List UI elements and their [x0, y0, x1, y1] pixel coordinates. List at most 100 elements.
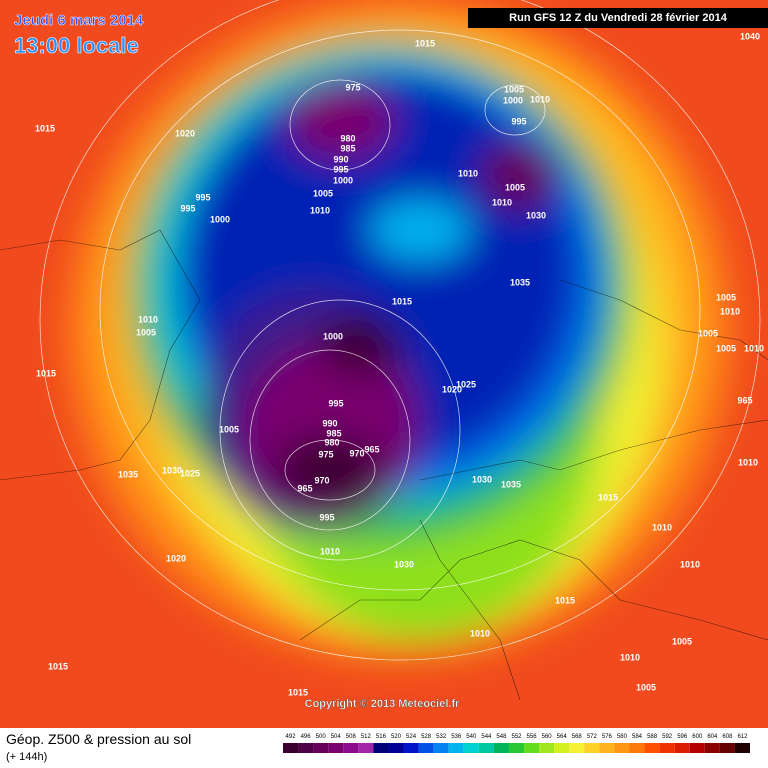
isobar-label: 1010: [458, 168, 478, 178]
colorbar-cell: [659, 743, 675, 753]
colorbar-tick-label: 560: [542, 734, 553, 740]
colorbar-cell: [734, 743, 750, 753]
colorbar-cell: [508, 743, 525, 753]
colorbar-cell: [478, 743, 494, 753]
isobar-label: 1000: [503, 95, 523, 105]
colorbar-tick-label: 612: [737, 734, 748, 740]
colorbar-cell: [569, 743, 585, 753]
isobar-label: 1010: [530, 94, 550, 104]
isobar-label: 1015: [392, 296, 412, 306]
isobar-label: 1005: [716, 292, 736, 302]
colorbar-tick-label: 496: [301, 734, 312, 740]
isobar-label: 1015: [288, 687, 308, 697]
colorbar-tick-label: 556: [527, 734, 538, 740]
geopotential-field: [0, 0, 768, 728]
isobar-label: 995: [180, 203, 195, 213]
colorbar-cell: [554, 743, 570, 753]
colorbar-cell: [689, 743, 705, 753]
colorbar-cell: [418, 743, 434, 753]
isobar-label: 1000: [323, 331, 343, 341]
colorbar-cell: [433, 743, 449, 753]
colorbar-cell: [343, 743, 359, 753]
colorbar-cell: [388, 743, 404, 753]
isobar-label: 995: [333, 164, 348, 174]
isobar-label: 985: [326, 428, 341, 438]
isobar-label: 1030: [162, 465, 182, 475]
isobar-label: 1010: [680, 559, 700, 569]
isobar-label: 1015: [415, 38, 435, 48]
isobar-label: 1000: [210, 214, 230, 224]
colorbar-cell: [328, 743, 344, 753]
colorbar-tick-label: 580: [617, 734, 628, 740]
colorbar-tick-label: 528: [421, 734, 432, 740]
colorbar-cell: [403, 743, 419, 753]
colorbar-tick-label: 516: [376, 734, 387, 740]
colorbar-tick-label: 540: [466, 734, 477, 740]
isobar-label: 1020: [175, 128, 195, 138]
colorbar-cell: [539, 743, 555, 753]
colorbar-tick-label: 592: [662, 734, 673, 740]
isobar-label: 965: [297, 483, 312, 493]
colorbar-tick-label: 504: [331, 734, 342, 740]
colorbar-cell: [674, 743, 690, 753]
isobar-label: 1005: [313, 188, 333, 198]
colorbar-tick-label: 552: [511, 734, 522, 740]
isobar-label: 965: [364, 444, 379, 454]
colorbar-tick-label: 596: [677, 734, 688, 740]
isobar-label: 965: [737, 395, 752, 405]
colorbar-tick-label: 544: [481, 734, 492, 740]
forecast-lead: (+ 144h): [6, 751, 47, 763]
isobar-label: 1035: [510, 277, 530, 287]
isobar-label: 1020: [442, 384, 462, 394]
colorbar-cell: [584, 743, 600, 753]
isobar-label: 1005: [504, 84, 524, 94]
colorbar-tick-label: 576: [602, 734, 613, 740]
colorbar-cell: [313, 743, 329, 753]
isobar-label: 990: [322, 418, 337, 428]
isobar-label: 980: [324, 437, 339, 447]
colorbar-cell: [704, 743, 720, 753]
colorbar-tick-label: 568: [572, 734, 583, 740]
colorbar-tick-label: 524: [406, 734, 417, 740]
isobar-label: 990: [333, 154, 348, 164]
isobar-label: 1005: [698, 328, 718, 338]
colorbar-tick-label: 536: [451, 734, 462, 740]
isobar-label: 975: [345, 82, 360, 92]
isobar-label: 1030: [526, 210, 546, 220]
colorbar-cell: [463, 743, 479, 753]
colorbar-tick-label: 548: [496, 734, 507, 740]
isobar-label: 995: [319, 512, 334, 522]
isobar-label: 995: [511, 116, 526, 126]
colorbar: 492 496 500 504 508 512 516 520 524 528 532 536 540 5…: [283, 734, 750, 753]
colorbar-cell: [524, 743, 540, 753]
isobar-label: 1010: [720, 306, 740, 316]
colorbar-cell: [448, 743, 464, 753]
isobar-label: 970: [314, 475, 329, 485]
colorbar-tick-label: 584: [632, 734, 643, 740]
colorbar-tick-label: 532: [436, 734, 447, 740]
isobar-label: 1010: [138, 314, 158, 324]
isobar-label: 1005: [505, 182, 525, 192]
isobar-label: 975: [318, 449, 333, 459]
colorbar-cell: [644, 743, 660, 753]
colorbar-cell: [599, 743, 615, 753]
isobar-label: 995: [328, 398, 343, 408]
colorbar-tick-label: 492: [286, 734, 297, 740]
colorbar-tick-label: 600: [692, 734, 703, 740]
isobar-label: 970: [349, 448, 364, 458]
colorbar-tick-label: 512: [361, 734, 372, 740]
isobar-label: 1005: [672, 636, 692, 646]
colorbar-cell: [629, 743, 645, 753]
isobar-label: 1030: [394, 559, 414, 569]
run-banner: [468, 8, 768, 28]
colorbar-cell: [614, 743, 630, 753]
isobar-label: 1000: [333, 175, 353, 185]
isobar-label: 1010: [744, 343, 764, 353]
colorbar-tick-label: 572: [587, 734, 598, 740]
colorbar-cell: [298, 743, 314, 753]
isobar-label: 1015: [48, 661, 68, 671]
copyright: Copyright © 2013 Meteociel.fr: [305, 698, 461, 710]
isobar-label: 980: [340, 133, 355, 143]
isobar-label: 1015: [555, 595, 575, 605]
